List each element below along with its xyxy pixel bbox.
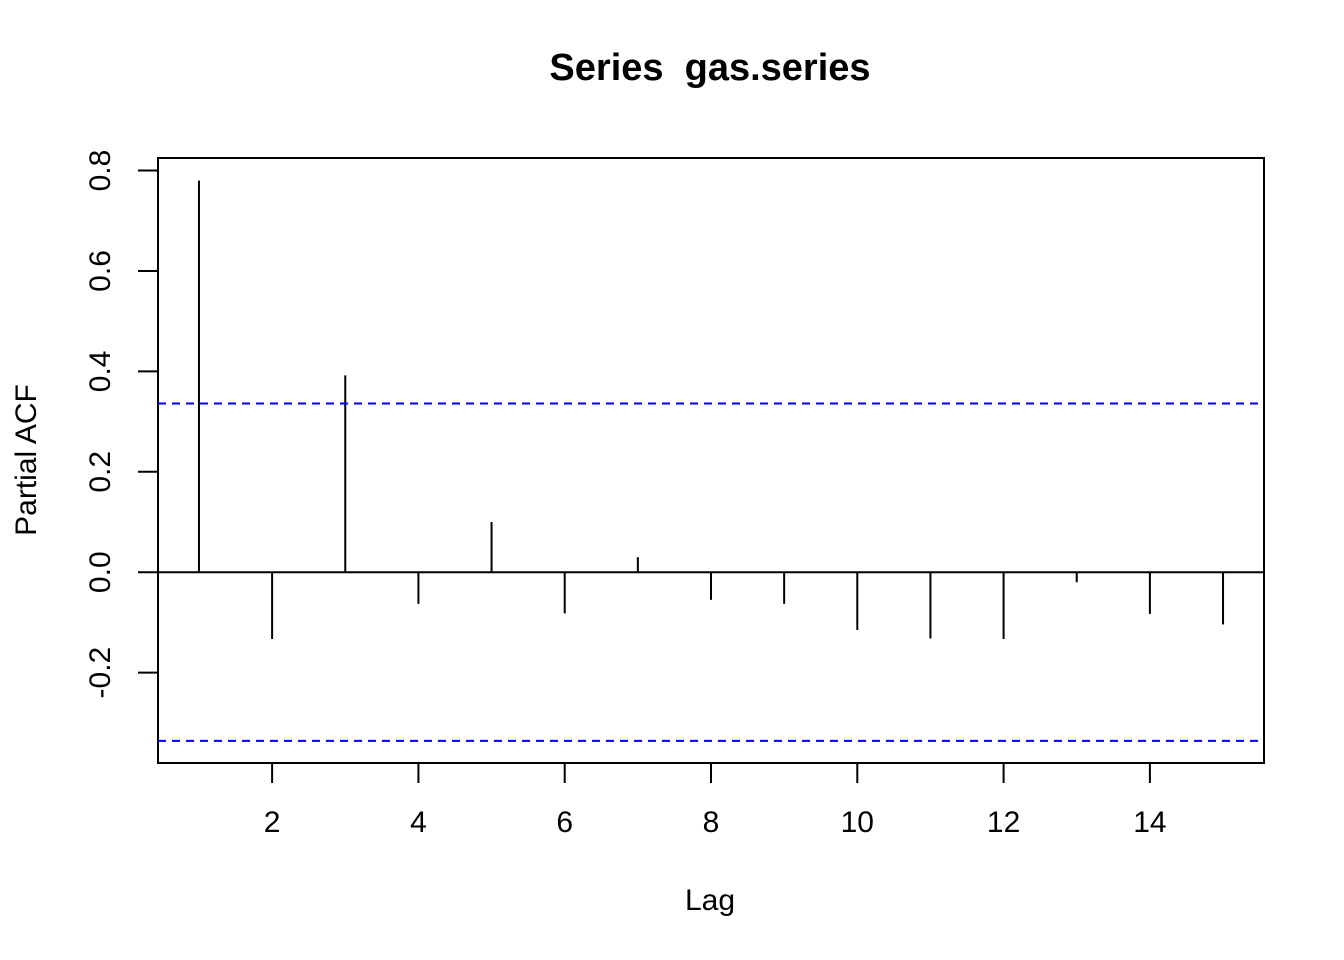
- reference-lines-layer: [158, 402, 1264, 742]
- x-tick-label: 10: [841, 806, 874, 839]
- x-tick-label: 14: [1133, 806, 1166, 839]
- y-axis-label: Partial ACF: [10, 384, 43, 536]
- chart-title: Series gas.series: [549, 47, 870, 89]
- y-axis: -0.2 0.0 0.2 0.4 0.6 0.8: [84, 150, 158, 699]
- x-axis: 2 4 6 8 10 12 14: [264, 763, 1167, 839]
- y-tick-label: 0.8: [84, 150, 117, 192]
- x-tick-label: 8: [703, 806, 720, 839]
- x-tick-label: 2: [264, 806, 281, 839]
- x-tick-label: 4: [410, 806, 427, 839]
- x-tick-label: 12: [987, 806, 1020, 839]
- y-tick-label: 0.0: [84, 551, 117, 593]
- y-tick-label: 0.6: [84, 250, 117, 292]
- y-tick-label: -0.2: [84, 647, 117, 699]
- y-tick-label: 0.2: [84, 451, 117, 493]
- x-axis-label: Lag: [685, 884, 735, 917]
- y-tick-label: 0.4: [84, 351, 117, 393]
- plot-frame: [157, 157, 1265, 764]
- x-tick-label: 6: [556, 806, 573, 839]
- bars-layer: [197, 180, 1225, 639]
